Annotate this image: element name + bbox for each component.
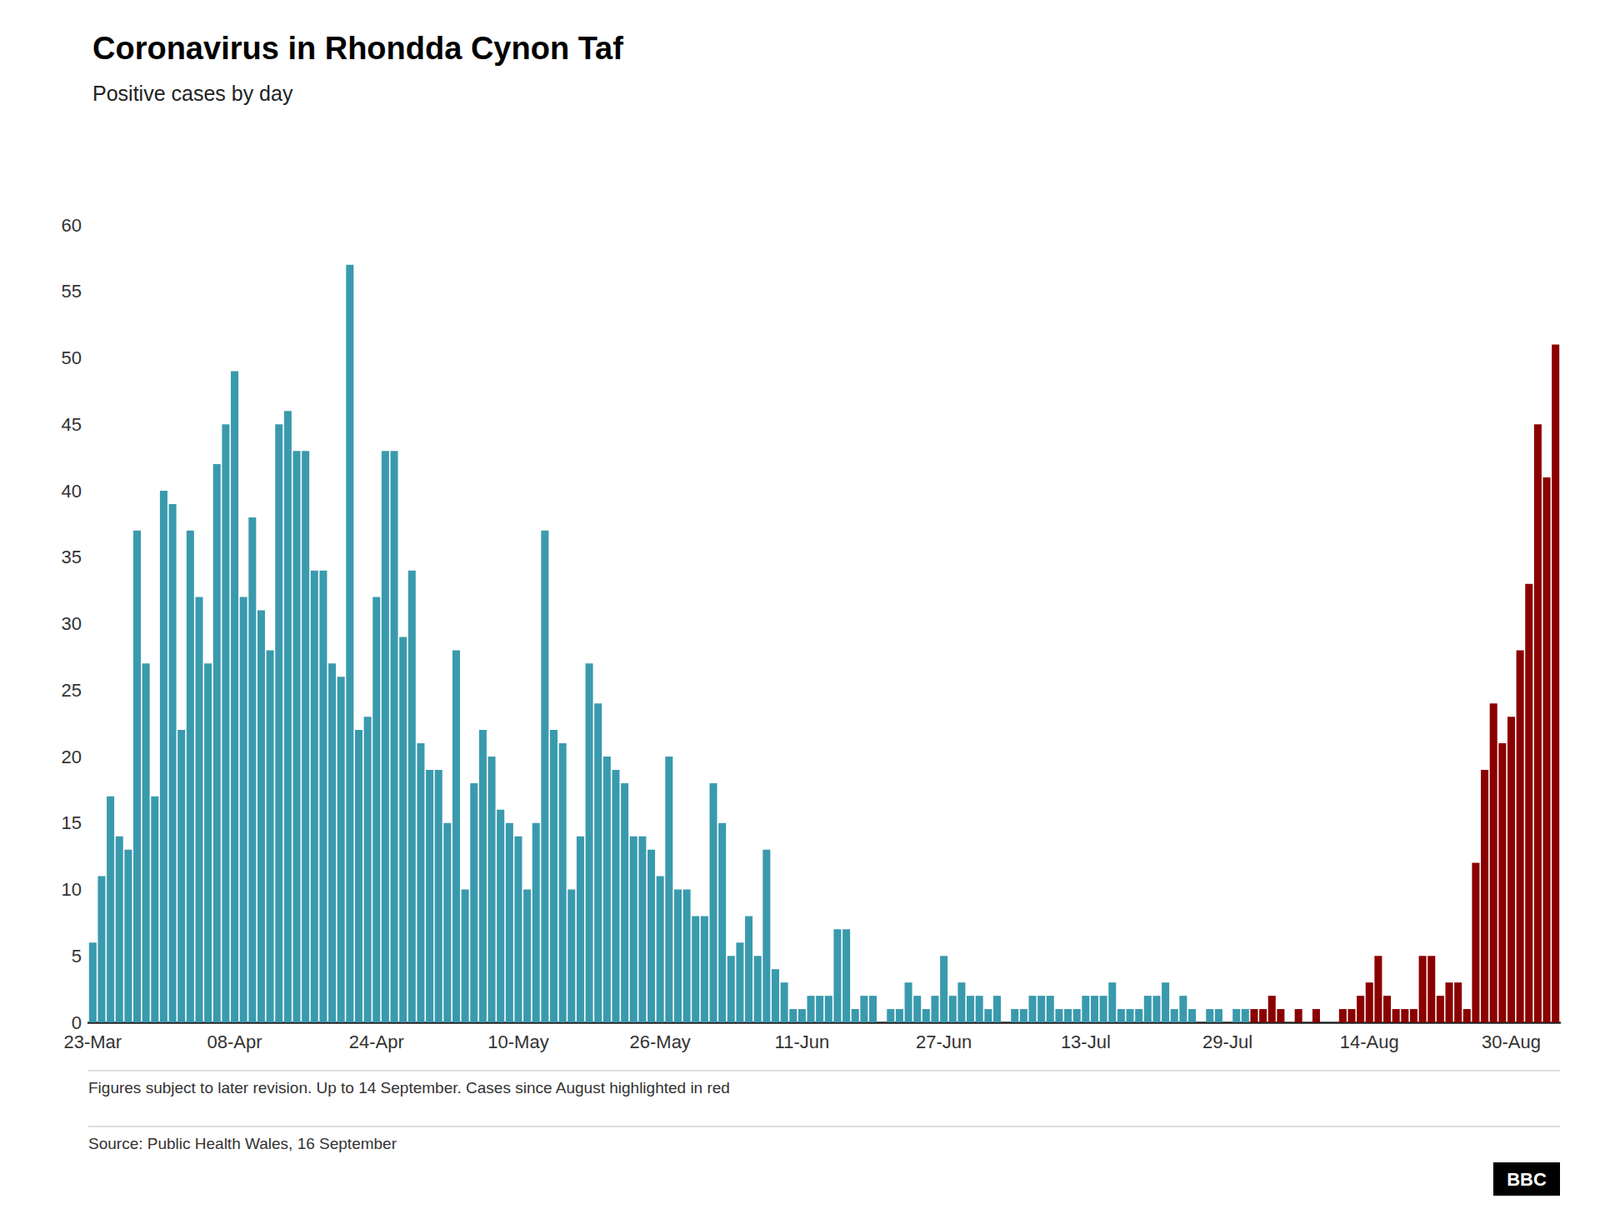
svg-text:24-Apr: 24-Apr [349, 1031, 405, 1053]
svg-text:40: 40 [61, 480, 82, 502]
svg-text:20: 20 [61, 746, 82, 768]
svg-text:30-Aug: 30-Aug [1481, 1031, 1541, 1053]
svg-text:Coronavirus in Rhondda Cynon T: Coronavirus in Rhondda Cynon Taf [92, 30, 624, 66]
svg-text:27-Jun: 27-Jun [915, 1031, 972, 1053]
svg-text:45: 45 [61, 414, 82, 435]
svg-text:Source: Public Health Wales, 1: Source: Public Health Wales, 16 Septembe… [88, 1135, 398, 1153]
svg-text:26-May: 26-May [630, 1031, 691, 1053]
svg-text:30: 30 [61, 613, 82, 635]
svg-text:10: 10 [61, 879, 82, 900]
svg-text:25: 25 [61, 680, 82, 701]
svg-text:15: 15 [61, 812, 82, 834]
svg-text:29-Jul: 29-Jul [1202, 1031, 1253, 1053]
svg-text:5: 5 [71, 945, 82, 967]
svg-text:Positive cases by day: Positive cases by day [92, 81, 294, 105]
svg-text:Figures subject to later revis: Figures subject to later revision. Up to… [88, 1079, 730, 1097]
svg-text:08-Apr: 08-Apr [207, 1031, 263, 1053]
svg-text:55: 55 [61, 280, 82, 302]
svg-text:11-Jun: 11-Jun [775, 1031, 830, 1053]
svg-text:14-Aug: 14-Aug [1340, 1031, 1400, 1053]
svg-text:0: 0 [71, 1012, 82, 1034]
svg-text:50: 50 [61, 347, 82, 369]
svg-text:35: 35 [61, 546, 82, 568]
svg-text:10-May: 10-May [487, 1031, 549, 1053]
svg-text:23-Mar: 23-Mar [63, 1031, 122, 1053]
svg-text:60: 60 [61, 215, 82, 236]
svg-text:BBC: BBC [1506, 1169, 1547, 1190]
svg-text:13-Jul: 13-Jul [1060, 1031, 1111, 1053]
